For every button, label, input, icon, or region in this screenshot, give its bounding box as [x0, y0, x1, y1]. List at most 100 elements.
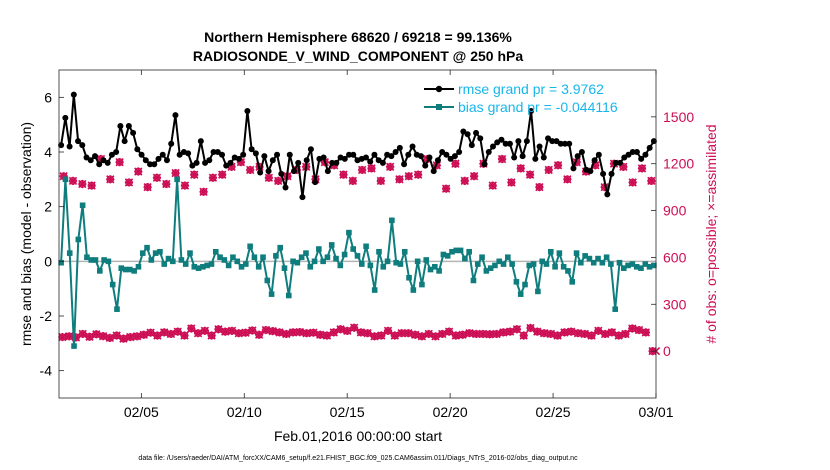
rmse-point: [197, 138, 204, 145]
obs-count-low-assimilated-marker: [214, 325, 223, 334]
y-axis-right-label: # of obs: o=possible; ×=assimilated: [703, 124, 719, 343]
rmse-point: [430, 168, 437, 175]
obs-count-assimilated-marker: [68, 176, 78, 186]
y-right-tick-label: 1200: [663, 156, 694, 172]
x-tick-label: 03/01: [638, 404, 673, 420]
obs-count-low-assimilated-marker: [505, 327, 515, 336]
rmse-point: [396, 144, 403, 151]
obs-count-low-assimilated-marker: [383, 326, 393, 336]
bias-point: [208, 261, 215, 267]
bias-point: [337, 262, 344, 269]
rmse-point: [261, 153, 268, 160]
bias-point: [238, 264, 245, 270]
bias-point: [500, 261, 507, 267]
obs-count-low-assimilated-marker: [363, 329, 372, 338]
bias-point: [178, 257, 185, 263]
rmse-point: [210, 149, 217, 155]
rmse-point: [104, 159, 111, 166]
obs-count-assimilated-marker: [236, 157, 246, 167]
bias-point: [444, 253, 451, 259]
rmse-point: [269, 157, 276, 164]
rmse-point: [570, 165, 577, 172]
bias-point: [620, 265, 627, 271]
bias-point: [174, 176, 180, 183]
rmse-point: [388, 153, 395, 160]
obs-count-low-assimilated-marker: [322, 331, 332, 340]
obs-count-assimilated-marker: [246, 165, 255, 175]
obs-count-low-assimilated-marker: [173, 327, 182, 336]
rmse-point: [130, 129, 137, 136]
obs-count-assimilated-marker: [516, 164, 525, 173]
rmse-point: [426, 154, 433, 161]
rmse-point: [346, 151, 353, 158]
legend-rmse-marker: [435, 85, 443, 93]
rmse-point: [295, 159, 302, 166]
rmse-point: [528, 108, 535, 114]
rmse-point: [172, 112, 179, 119]
bias-point: [608, 261, 614, 267]
bias-point: [260, 254, 266, 261]
rmse-point: [282, 184, 289, 191]
bias-point: [316, 246, 322, 252]
obs-count-low-assimilated-marker: [153, 331, 162, 340]
bias-point: [350, 246, 357, 252]
bias-point: [651, 262, 657, 269]
bias-point: [273, 253, 279, 259]
obs-count-assimilated-marker: [134, 167, 143, 176]
bias-point: [139, 250, 146, 256]
rmse-point: [367, 158, 374, 165]
obs-count-low-assimilated-marker: [275, 328, 284, 337]
obs-count-low-assimilated-marker: [132, 332, 142, 341]
bias-point: [105, 258, 112, 265]
rmse-point: [121, 138, 128, 145]
bias-point: [646, 264, 653, 270]
obs-count-assimilated-marker: [628, 178, 637, 187]
obs-count-low-assimilated-marker: [336, 325, 345, 334]
rmse-point: [473, 129, 480, 136]
obs-count-low-assimilated-marker: [71, 333, 81, 342]
obs-count-low-assimilated-marker: [193, 329, 203, 338]
obs-count-low-assimilated-marker: [533, 327, 542, 336]
rmse-point: [341, 155, 348, 162]
bias-point: [221, 257, 228, 263]
obs-count-low-assimilated-marker: [349, 323, 359, 332]
bias-point: [638, 265, 644, 271]
bias-point: [466, 248, 472, 255]
obs-count-assimilated-marker: [87, 181, 96, 190]
rmse-point: [646, 144, 653, 151]
bias-point: [414, 258, 421, 265]
rmse-point: [312, 179, 319, 186]
obs-count-assimilated-marker: [413, 170, 423, 179]
obs-count-assimilated-marker: [152, 173, 162, 182]
bias-point: [243, 261, 249, 267]
obs-count-assimilated-marker: [106, 175, 115, 184]
bias-point: [294, 259, 301, 266]
obs-count-low-assimilated-marker: [519, 331, 528, 340]
rmse-point: [303, 157, 310, 164]
rmse-point: [371, 151, 378, 158]
rmse-point: [574, 153, 581, 160]
obs-count-assimilated-marker: [264, 173, 274, 182]
bias-point: [410, 287, 417, 293]
rmse-point: [650, 138, 657, 145]
obs-count-assimilated-marker: [199, 187, 208, 196]
bias-point: [535, 288, 541, 295]
y-right-tick-label: 1500: [663, 109, 694, 125]
obs-count-low-assimilated-marker: [438, 329, 447, 339]
bias-point: [436, 268, 442, 274]
bias-point: [303, 250, 309, 256]
obs-count-low-assimilated-marker: [126, 332, 135, 342]
obs-count-low-assimilated-marker: [404, 329, 413, 338]
bias-point: [474, 261, 481, 267]
bias-point: [328, 242, 335, 248]
obs-count-assimilated-marker: [78, 179, 87, 189]
bias-point: [457, 247, 464, 254]
plot-frame: [58, 69, 657, 399]
bias-point: [496, 258, 503, 265]
obs-count-low-assimilated-marker: [634, 325, 644, 335]
obs-count-low-assimilated-marker: [553, 331, 562, 340]
obs-count-low-assimilated-marker: [221, 327, 230, 336]
obs-count-assimilated-marker: [143, 182, 152, 192]
rmse-point: [320, 154, 327, 161]
rmse-point: [117, 123, 124, 130]
